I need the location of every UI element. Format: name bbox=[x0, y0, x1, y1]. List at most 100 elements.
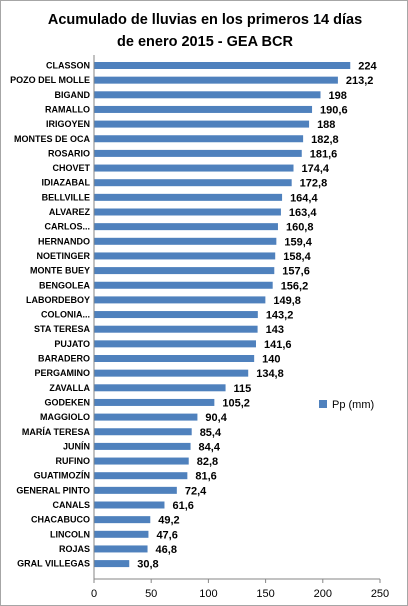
bar bbox=[94, 252, 276, 260]
category-label: HERNANDO bbox=[38, 236, 90, 246]
category-label: GUATIMOZÍN bbox=[34, 471, 90, 481]
x-tick-label: 200 bbox=[314, 588, 332, 600]
data-label: 158,4 bbox=[283, 251, 311, 263]
category-label: STA TERESA bbox=[34, 324, 91, 334]
bar bbox=[94, 545, 148, 553]
category-label: COLONIA... bbox=[41, 310, 90, 320]
category-label: GODEKEN bbox=[44, 397, 90, 407]
data-label: 46,8 bbox=[156, 544, 177, 556]
legend-label: Pp (mm) bbox=[332, 399, 374, 411]
category-label: PUJATO bbox=[54, 339, 90, 349]
bar bbox=[94, 76, 338, 84]
category-label: IDIAZABAL bbox=[42, 178, 91, 188]
bar bbox=[94, 501, 165, 509]
bar bbox=[94, 457, 189, 465]
bar bbox=[94, 369, 249, 377]
data-label: 82,8 bbox=[197, 456, 218, 468]
value-labels: 224 213,2 198 190,6 188 182,8 181,6 174,4 172,8 1… bbox=[137, 61, 377, 571]
data-label: 149,8 bbox=[273, 295, 301, 307]
bar bbox=[94, 105, 313, 113]
data-label: 143,2 bbox=[266, 310, 294, 322]
category-label: BENGOLEA bbox=[39, 280, 91, 290]
category-label: ZAVALLA bbox=[49, 383, 90, 393]
category-label: BELLVILLE bbox=[42, 192, 90, 202]
data-label: 156,2 bbox=[281, 280, 309, 292]
data-label: 157,6 bbox=[282, 266, 310, 278]
data-label: 182,8 bbox=[311, 134, 339, 146]
data-label: 90,4 bbox=[205, 412, 227, 424]
bar bbox=[94, 428, 192, 436]
category-label: RUFINO bbox=[56, 456, 91, 466]
data-label: 164,4 bbox=[290, 192, 318, 204]
data-label: 174,4 bbox=[302, 163, 330, 175]
category-label: LINCOLN bbox=[50, 529, 90, 539]
bar bbox=[94, 62, 351, 69]
data-label: 30,8 bbox=[137, 559, 158, 571]
data-label: 160,8 bbox=[286, 222, 314, 234]
data-label: 140 bbox=[262, 354, 280, 366]
chart-title-line-2: de enero 2015 - GEA BCR bbox=[117, 34, 293, 50]
category-label: MARÍA TERESA bbox=[22, 427, 91, 437]
x-tick-label: 100 bbox=[199, 588, 217, 600]
category-label: POZO DEL MOLLE bbox=[10, 75, 90, 85]
category-label: MONTES DE OCA bbox=[14, 134, 91, 144]
category-label: NOETINGER bbox=[36, 251, 90, 261]
data-label: 115 bbox=[234, 383, 252, 395]
data-label: 84,4 bbox=[199, 441, 221, 453]
data-label: 134,8 bbox=[256, 368, 284, 380]
chart-title-line-1: Acumulado de lluvias en los primeros 14 … bbox=[48, 12, 362, 28]
bar bbox=[94, 179, 292, 187]
category-label: GENERAL PINTO bbox=[16, 485, 90, 495]
category-label: BARADERO bbox=[38, 354, 90, 364]
data-label: 172,8 bbox=[300, 178, 328, 190]
category-label: MONTE BUEY bbox=[30, 266, 90, 276]
x-axis: 0 50 100 150 200 250 bbox=[91, 55, 389, 600]
bar bbox=[94, 530, 149, 538]
bar bbox=[94, 560, 130, 568]
data-label: 61,6 bbox=[172, 500, 193, 512]
bar bbox=[94, 267, 275, 275]
legend: Pp (mm) bbox=[319, 399, 374, 411]
category-label: CLASSON bbox=[46, 61, 90, 71]
category-label: CHOVET bbox=[52, 163, 90, 173]
bar bbox=[94, 442, 191, 450]
bar bbox=[94, 311, 258, 319]
category-labels: CLASSON POZO DEL MOLLE BIGAND RAMALLO IRIGOY… bbox=[10, 61, 90, 569]
bar bbox=[94, 193, 283, 201]
bar bbox=[94, 120, 310, 128]
bar bbox=[94, 516, 151, 524]
category-label: LABORDEBOY bbox=[26, 295, 90, 305]
bar bbox=[94, 149, 302, 157]
bar bbox=[94, 340, 256, 348]
data-label: 198 bbox=[329, 90, 347, 102]
category-label: RAMALLO bbox=[45, 104, 90, 114]
bar bbox=[94, 281, 273, 289]
data-label: 143 bbox=[266, 324, 284, 336]
data-label: 188 bbox=[317, 119, 335, 131]
x-tick-label: 250 bbox=[371, 588, 389, 600]
bar bbox=[94, 355, 255, 362]
x-tick-label: 50 bbox=[145, 588, 157, 600]
category-label: IRIGOYEN bbox=[46, 119, 90, 129]
bar bbox=[94, 398, 215, 406]
data-label: 181,6 bbox=[310, 148, 338, 160]
data-label: 213,2 bbox=[346, 75, 374, 87]
category-label: CANALS bbox=[53, 500, 91, 510]
bar bbox=[94, 296, 266, 304]
data-label: 141,6 bbox=[264, 339, 292, 351]
category-label: CARLOS... bbox=[44, 222, 90, 232]
bar bbox=[94, 384, 226, 392]
bars-layer bbox=[94, 62, 351, 568]
category-label: ROJAS bbox=[59, 544, 90, 554]
category-label: ROSARIO bbox=[48, 148, 90, 158]
category-label: CHACABUCO bbox=[31, 515, 90, 525]
bar bbox=[94, 486, 177, 494]
bar bbox=[94, 223, 278, 231]
data-label: 190,6 bbox=[320, 104, 348, 116]
bar bbox=[94, 164, 294, 172]
data-label: 81,6 bbox=[195, 471, 216, 483]
data-label: 224 bbox=[358, 61, 377, 73]
bar bbox=[94, 472, 188, 480]
data-label: 85,4 bbox=[200, 427, 222, 439]
